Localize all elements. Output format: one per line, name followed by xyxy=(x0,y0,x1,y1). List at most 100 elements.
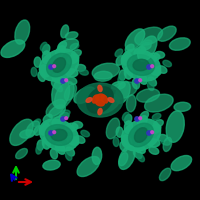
Ellipse shape xyxy=(159,168,171,181)
Ellipse shape xyxy=(125,29,145,50)
Ellipse shape xyxy=(96,94,104,100)
Ellipse shape xyxy=(31,67,37,76)
Ellipse shape xyxy=(33,119,41,127)
Ellipse shape xyxy=(34,126,42,135)
Ellipse shape xyxy=(157,66,167,73)
Ellipse shape xyxy=(67,77,77,84)
Ellipse shape xyxy=(87,87,113,113)
Ellipse shape xyxy=(92,147,102,165)
Ellipse shape xyxy=(79,69,88,75)
Ellipse shape xyxy=(147,139,160,147)
Ellipse shape xyxy=(149,125,161,134)
Ellipse shape xyxy=(134,47,145,56)
Ellipse shape xyxy=(140,111,149,120)
Ellipse shape xyxy=(67,55,79,64)
Circle shape xyxy=(65,117,68,120)
Ellipse shape xyxy=(133,59,149,71)
Ellipse shape xyxy=(147,53,160,61)
Ellipse shape xyxy=(163,60,171,67)
Ellipse shape xyxy=(72,121,83,128)
Ellipse shape xyxy=(149,66,161,75)
Ellipse shape xyxy=(129,123,153,147)
Ellipse shape xyxy=(154,51,165,58)
Ellipse shape xyxy=(137,89,160,102)
Ellipse shape xyxy=(119,70,126,80)
Ellipse shape xyxy=(135,27,163,45)
Ellipse shape xyxy=(16,148,27,159)
Ellipse shape xyxy=(58,39,78,52)
Ellipse shape xyxy=(94,95,120,114)
Ellipse shape xyxy=(38,72,45,81)
Ellipse shape xyxy=(77,83,123,117)
Ellipse shape xyxy=(20,130,35,138)
Ellipse shape xyxy=(52,74,63,83)
Ellipse shape xyxy=(171,155,192,171)
Ellipse shape xyxy=(141,43,151,50)
Ellipse shape xyxy=(145,94,173,112)
Ellipse shape xyxy=(74,87,95,103)
Ellipse shape xyxy=(123,53,132,65)
Circle shape xyxy=(65,79,68,82)
Ellipse shape xyxy=(42,44,50,54)
Ellipse shape xyxy=(116,81,130,103)
Ellipse shape xyxy=(75,64,86,71)
Ellipse shape xyxy=(34,57,41,67)
Ellipse shape xyxy=(64,84,76,100)
Ellipse shape xyxy=(119,153,128,166)
Ellipse shape xyxy=(37,140,44,150)
Circle shape xyxy=(49,131,53,135)
Ellipse shape xyxy=(143,40,152,46)
Circle shape xyxy=(151,65,154,68)
Ellipse shape xyxy=(138,36,157,61)
Circle shape xyxy=(139,117,142,120)
Ellipse shape xyxy=(70,43,79,50)
Ellipse shape xyxy=(51,129,67,141)
Ellipse shape xyxy=(65,69,78,77)
Ellipse shape xyxy=(65,32,78,39)
Ellipse shape xyxy=(55,82,74,109)
Circle shape xyxy=(147,65,151,69)
Ellipse shape xyxy=(39,119,79,151)
Circle shape xyxy=(53,131,56,134)
Ellipse shape xyxy=(113,137,119,146)
Ellipse shape xyxy=(94,71,112,81)
Ellipse shape xyxy=(134,144,145,153)
Ellipse shape xyxy=(47,53,71,77)
Ellipse shape xyxy=(121,49,161,81)
Ellipse shape xyxy=(92,95,99,103)
Ellipse shape xyxy=(92,63,120,79)
Ellipse shape xyxy=(77,156,100,177)
Ellipse shape xyxy=(137,154,144,162)
Ellipse shape xyxy=(157,134,168,141)
Ellipse shape xyxy=(49,105,65,118)
Ellipse shape xyxy=(132,79,140,89)
Ellipse shape xyxy=(101,95,108,103)
Ellipse shape xyxy=(42,137,50,149)
Ellipse shape xyxy=(108,98,114,102)
Ellipse shape xyxy=(55,84,62,92)
Ellipse shape xyxy=(61,25,69,38)
Ellipse shape xyxy=(36,145,42,154)
Ellipse shape xyxy=(51,80,60,89)
Ellipse shape xyxy=(98,108,102,115)
Ellipse shape xyxy=(121,119,161,151)
Ellipse shape xyxy=(75,136,85,143)
Ellipse shape xyxy=(126,95,136,112)
Ellipse shape xyxy=(112,82,125,89)
Ellipse shape xyxy=(137,116,147,127)
Ellipse shape xyxy=(119,146,135,169)
Ellipse shape xyxy=(116,56,124,65)
Ellipse shape xyxy=(39,49,79,81)
Ellipse shape xyxy=(152,113,161,120)
Ellipse shape xyxy=(161,139,170,145)
Ellipse shape xyxy=(137,73,147,84)
Ellipse shape xyxy=(65,123,78,131)
Circle shape xyxy=(135,117,139,121)
Ellipse shape xyxy=(149,147,159,154)
Ellipse shape xyxy=(59,113,69,120)
Ellipse shape xyxy=(41,123,50,135)
Ellipse shape xyxy=(120,142,127,151)
Ellipse shape xyxy=(123,135,132,147)
Ellipse shape xyxy=(15,20,30,44)
Ellipse shape xyxy=(148,77,156,86)
